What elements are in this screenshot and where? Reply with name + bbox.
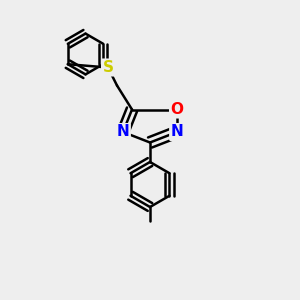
Text: N: N	[117, 124, 129, 140]
Text: O: O	[170, 102, 184, 117]
Text: N: N	[171, 124, 183, 140]
Text: S: S	[103, 60, 113, 75]
